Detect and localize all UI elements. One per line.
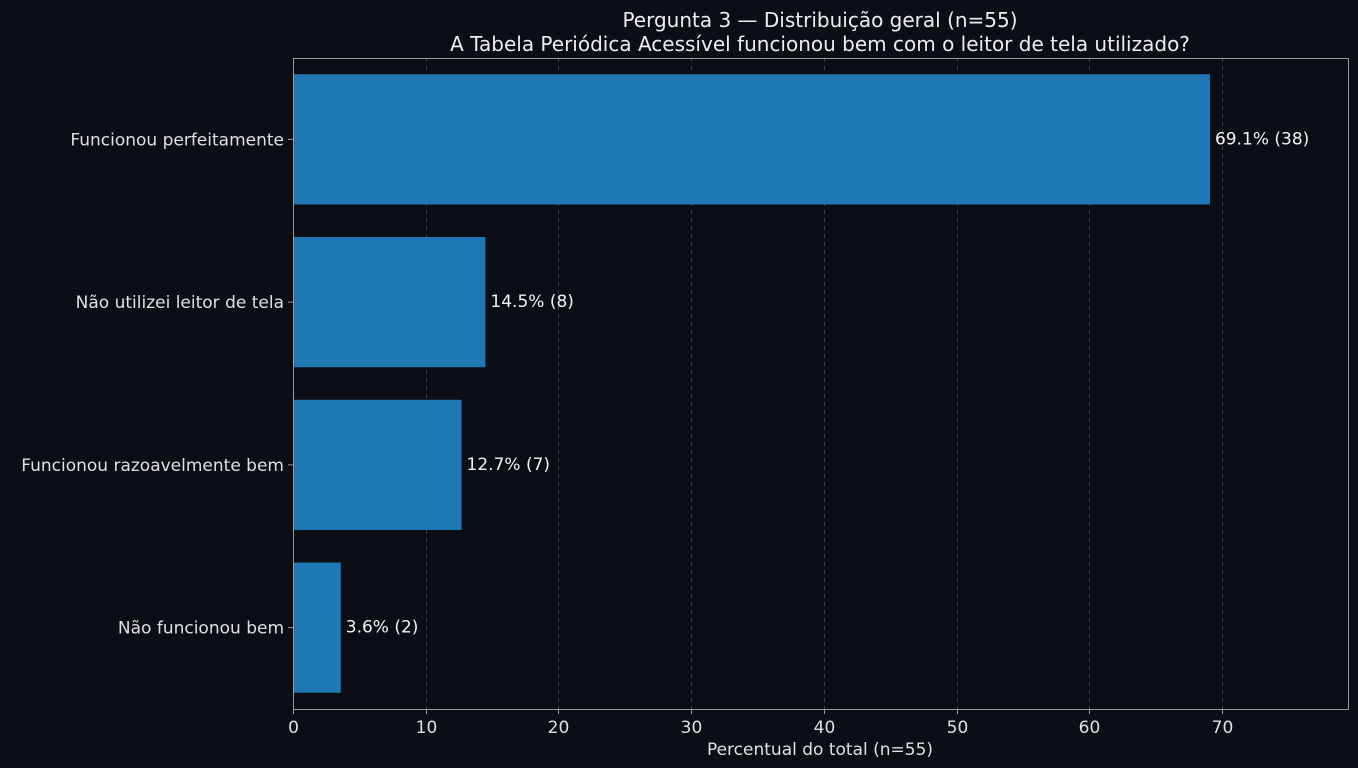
x-tick-label: 70: [1212, 718, 1234, 738]
x-tick-label: 50: [947, 718, 969, 738]
x-tick-label: 10: [416, 718, 438, 738]
x-axis-ticks: 0 10 20 30 40 50 60 70: [288, 709, 1233, 738]
data-labels: 69.1% (38) 14.5% (8) 12.7% (7) 3.6% (2): [346, 129, 1310, 637]
x-tick-label: 0: [288, 718, 299, 738]
chart-subtitle: A Tabela Periódica Acessível funcionou b…: [450, 32, 1190, 56]
y-tick-label: Não utilizei leitor de tela: [76, 293, 284, 313]
bar-data-label: 14.5% (8): [490, 292, 574, 312]
y-tick-label: Não funcionou bem: [118, 619, 284, 639]
x-tick-label: 60: [1079, 718, 1101, 738]
y-tick-label: Funcionou razoavelmente bem: [21, 456, 284, 476]
x-axis-label: Percentual do total (n=55): [707, 740, 933, 760]
y-axis-ticks: Funcionou perfeitamente Não utilizei leit…: [21, 130, 293, 639]
bar: [293, 562, 341, 693]
x-tick-label: 40: [814, 718, 836, 738]
bar: [293, 399, 462, 530]
bar-data-label: 69.1% (38): [1215, 129, 1309, 149]
bars: [293, 74, 1210, 693]
bar-data-label: 12.7% (7): [467, 455, 550, 475]
x-tick-label: 30: [681, 718, 703, 738]
y-tick-label: Funcionou perfeitamente: [70, 130, 284, 150]
bar: [293, 74, 1210, 205]
bar-data-label: 3.6% (2): [346, 618, 419, 638]
plot-frame: [293, 58, 1349, 710]
x-tick-label: 20: [548, 718, 570, 738]
chart-title: Pergunta 3 — Distribuição geral (n=55): [622, 8, 1017, 32]
bar: [293, 237, 486, 368]
